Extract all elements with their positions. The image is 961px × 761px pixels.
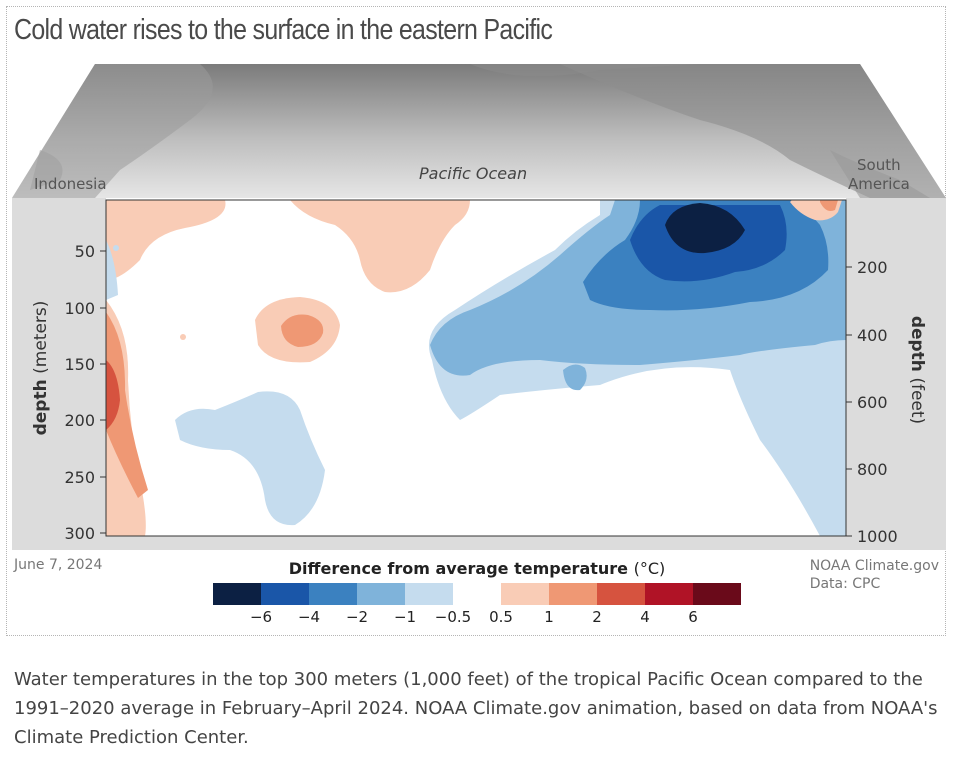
legend-swatch-7	[549, 583, 597, 605]
legend-swatch-0	[213, 583, 261, 605]
legend-swatch-10	[693, 583, 741, 605]
chart-title: Cold water rises to the surface in the e…	[14, 14, 553, 46]
warm-west-mid	[106, 312, 148, 498]
left-tick-50: 50	[75, 242, 95, 261]
credit-block: NOAA Climate.gov Data: CPC	[810, 557, 939, 593]
legend-swatch-2	[309, 583, 357, 605]
credit-source: NOAA Climate.gov	[809, 558, 939, 574]
credit-data: Data: CPC	[809, 576, 881, 592]
legend-swatch-9	[645, 583, 693, 605]
legend-swatch-1	[261, 583, 309, 605]
warm-center-core	[281, 314, 324, 347]
right-tick-600: 600	[857, 393, 888, 412]
warm-topleft	[106, 200, 226, 280]
legend-tick-4: −0.5	[434, 608, 472, 626]
legend-tick-7: 2	[592, 608, 602, 626]
right-tick-200: 200	[857, 258, 888, 277]
left-tick-300: 300	[64, 524, 95, 543]
right-axis: 200 400 600 800 1000	[846, 258, 898, 546]
chart-graphic: Indonesia Pacific Ocean South America	[12, 64, 946, 550]
map-label-south: South	[857, 156, 901, 174]
left-axis-label: depth (meters)	[31, 301, 51, 436]
legend-title: Difference from average temperature (°C)	[212, 559, 742, 578]
right-axis-label: depth (feet)	[907, 316, 927, 424]
left-axis-label-main: depth	[31, 379, 51, 435]
warm-east-core	[820, 200, 838, 211]
speck-2	[113, 245, 119, 251]
map-label-pacific: Pacific Ocean	[419, 164, 527, 183]
warm-west-core	[106, 360, 120, 430]
legend-tick-labels: −6 −4 −2 −1 −0.5 0.5 1 2 4 6	[213, 608, 741, 628]
legend-tick-5: 0.5	[489, 608, 513, 626]
map-label-indonesia: Indonesia	[34, 175, 107, 193]
plot-border	[105, 199, 847, 537]
right-panel	[846, 198, 946, 550]
legend-colorbar	[213, 583, 741, 605]
map-label-america: America	[848, 175, 910, 193]
legend-tick-2: −2	[345, 608, 369, 626]
legend-tick-3: −1	[393, 608, 417, 626]
legend-swatch-6	[501, 583, 549, 605]
left-tick-200: 200	[64, 411, 95, 430]
right-axis-label-unit: (feet)	[907, 377, 927, 424]
legend-title-text: Difference from average temperature	[288, 559, 629, 578]
legend-title-unit: (°C)	[633, 559, 666, 578]
legend-tick-6: 1	[544, 608, 554, 626]
legend-tick-9: 6	[688, 608, 698, 626]
left-tick-150: 150	[64, 355, 95, 374]
legend-swatch-5	[453, 583, 501, 605]
left-axis: 50 100 150 200 250 300	[64, 242, 106, 543]
right-axis-label-main: depth	[907, 316, 927, 372]
legend-tick-1: −4	[297, 608, 321, 626]
right-tick-1000: 1000	[857, 527, 898, 546]
warm-surface-band	[290, 200, 470, 293]
figure-caption: Water temperatures in the top 300 meters…	[14, 669, 938, 748]
left-axis-label-unit: (meters)	[31, 301, 51, 374]
map-band	[12, 64, 946, 198]
legend-swatch-4	[405, 583, 453, 605]
right-tick-800: 800	[857, 460, 888, 479]
anomaly-field	[106, 200, 846, 536]
legend-tick-8: 4	[640, 608, 650, 626]
legend-tick-0: −6	[249, 608, 273, 626]
bottom-panel	[12, 536, 946, 550]
cold-small-blob	[563, 364, 587, 391]
right-tick-400: 400	[857, 326, 888, 345]
left-panel	[12, 198, 106, 550]
cool-left-edge	[106, 240, 118, 300]
left-tick-100: 100	[64, 299, 95, 318]
legend-swatch-8	[597, 583, 645, 605]
date-label: June 7, 2024	[14, 557, 103, 573]
left-tick-250: 250	[64, 468, 95, 487]
speck-1	[180, 334, 186, 340]
legend-swatch-3	[357, 583, 405, 605]
cool-lower-center	[175, 391, 325, 526]
cold-core	[665, 203, 745, 254]
